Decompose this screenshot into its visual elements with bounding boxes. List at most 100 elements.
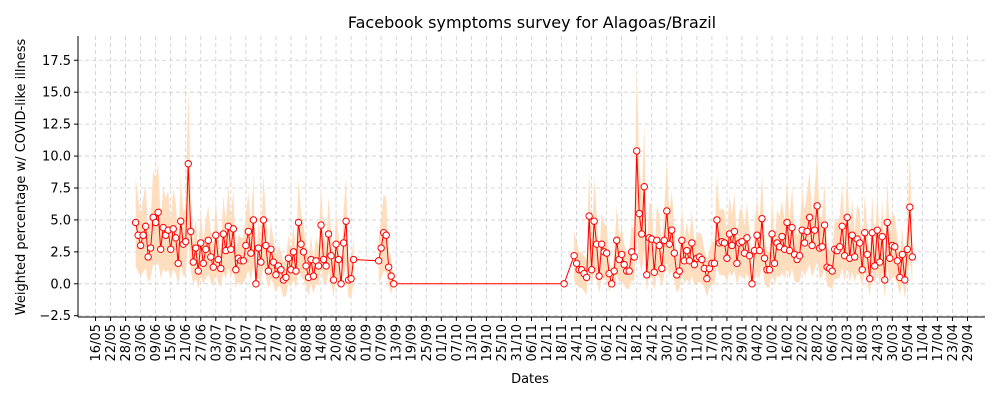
data-point: [597, 240, 606, 248]
data-point: [800, 239, 809, 247]
data-point: [785, 246, 794, 255]
x-tick-label: 19/10: [480, 324, 495, 361]
data-point: [610, 267, 618, 275]
x-tick-label: 17/04: [931, 324, 946, 361]
data-point: [267, 245, 275, 254]
data-point: [389, 280, 398, 288]
data-point: [187, 227, 195, 236]
confidence-band: [135, 67, 913, 298]
data-point: [207, 253, 215, 261]
data-point: [748, 280, 756, 288]
data-point: [572, 259, 581, 268]
data-point: [650, 268, 658, 276]
data-point: [617, 250, 626, 259]
data-point: [607, 280, 616, 288]
x-tick-label: 22/05: [104, 324, 119, 361]
data-point: [620, 260, 628, 269]
data-point: [658, 264, 666, 273]
x-tick-label: 24/11: [570, 324, 585, 361]
data-point: [382, 231, 390, 239]
data-point: [871, 262, 879, 270]
x-tick-label: 29/01: [735, 324, 750, 361]
x-tick-label: 06/03: [826, 324, 841, 361]
data-point: [738, 237, 746, 246]
data-point: [886, 254, 894, 262]
x-tick-label: 03/07: [209, 324, 224, 361]
x-tick-label: 27/07: [269, 324, 284, 361]
data-point: [903, 245, 912, 254]
data-point: [332, 240, 340, 248]
data-point: [297, 240, 305, 248]
x-tick-label: 13/09: [390, 324, 405, 361]
data-point: [169, 225, 177, 233]
data-point: [334, 255, 343, 264]
x-tick-label: 15/07: [239, 324, 254, 361]
data-point: [876, 258, 884, 266]
data-point: [898, 250, 907, 259]
x-tick-label: 21/07: [254, 324, 269, 361]
data-point: [893, 257, 902, 265]
x-tick-label: 29/04: [961, 324, 976, 361]
data-point: [595, 272, 603, 280]
x-tick-label: 28/05: [119, 324, 134, 361]
data-point: [314, 262, 323, 270]
data-point: [778, 232, 786, 241]
data-point: [294, 218, 303, 227]
data-point: [878, 232, 886, 241]
data-point: [768, 230, 776, 238]
data-point: [259, 216, 268, 224]
x-tick-label: 19/09: [405, 324, 420, 361]
data-point: [192, 244, 200, 252]
data-point: [805, 213, 814, 222]
data-point: [244, 227, 253, 236]
data-point: [720, 239, 729, 247]
data-point: [858, 266, 866, 274]
data-point: [262, 241, 270, 250]
data-point: [908, 253, 917, 261]
data-point: [582, 273, 591, 282]
data-point: [655, 241, 663, 250]
x-tick-label: 12/11: [540, 324, 555, 361]
x-tick-label: 01/10: [435, 324, 450, 361]
data-point: [635, 209, 643, 218]
y-tick-label: 5.0: [50, 213, 71, 228]
data-point: [675, 267, 684, 275]
data-point: [214, 255, 223, 264]
data-point: [861, 229, 869, 237]
data-point: [851, 253, 859, 261]
data-point: [863, 250, 871, 259]
data-point: [387, 272, 395, 280]
data-point: [795, 251, 804, 260]
y-tick-label: 7.5: [50, 181, 71, 196]
data-point: [284, 254, 293, 262]
data-point: [710, 259, 719, 268]
x-tick-label: 30/12: [660, 324, 675, 361]
data-point: [765, 266, 774, 274]
data-point: [167, 245, 175, 254]
data-point: [820, 221, 829, 229]
data-point: [813, 202, 821, 210]
x-tick-label: 21/06: [179, 324, 194, 361]
x-tick-label: 06/11: [525, 324, 540, 361]
data-point: [828, 267, 836, 275]
data-point: [612, 236, 621, 245]
data-point: [866, 274, 874, 283]
x-tick-label: 07/09: [375, 324, 390, 361]
x-tick-label: 01/09: [360, 324, 375, 361]
data-point: [668, 226, 676, 234]
data-point: [848, 231, 856, 239]
data-point: [873, 226, 881, 234]
x-tick-label: 05/04: [901, 324, 916, 361]
data-point: [728, 241, 736, 250]
data-point: [587, 266, 596, 274]
data-point: [144, 253, 152, 261]
x-tick-label: 30/03: [886, 324, 901, 361]
data-point: [324, 230, 333, 238]
data-point: [743, 234, 751, 242]
x-tick-label: 26/08: [345, 324, 360, 361]
data-point: [713, 216, 721, 224]
data-point: [906, 203, 914, 211]
x-tick-label: 16/05: [89, 324, 104, 361]
x-tick-label: 18/03: [856, 324, 871, 361]
data-point: [753, 231, 761, 239]
